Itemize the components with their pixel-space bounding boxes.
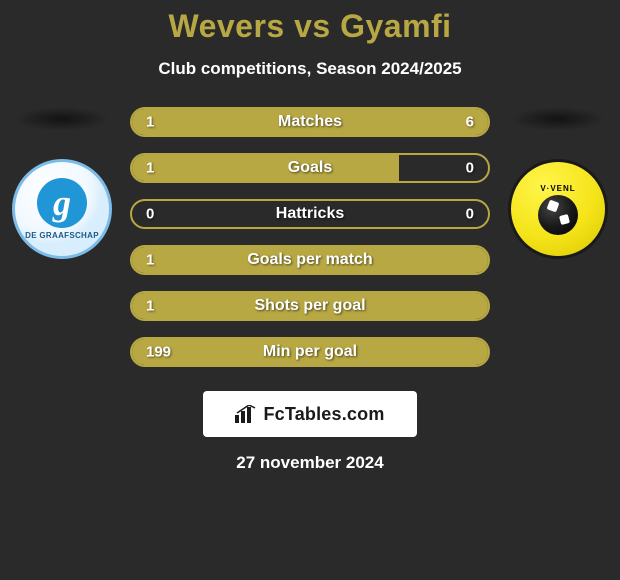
stat-bar: 1 0 Goals — [130, 153, 490, 183]
crest-shadow — [510, 107, 606, 131]
club-initial-icon: g — [37, 178, 87, 228]
comparison-bars: 1 6 Matches 1 0 Goals 0 0 Hattricks 1 Goals per ma… — [130, 107, 490, 383]
page-title: Wevers vs Gyamfi — [0, 8, 620, 45]
date-text: 27 november 2024 — [0, 453, 620, 473]
brand-badge[interactable]: FcTables.com — [203, 391, 417, 437]
stat-bar: 1 Shots per goal — [130, 291, 490, 321]
stat-bar: 1 Goals per match — [130, 245, 490, 275]
bar-value-left: 0 — [146, 206, 154, 223]
bar-fill-left — [132, 109, 182, 135]
right-club-crest: V·VENL — [508, 107, 608, 259]
bar-label: Matches — [278, 113, 342, 131]
bar-value-left: 1 — [146, 114, 154, 131]
bar-value-right: 0 — [466, 206, 474, 223]
right-club-logo: V·VENL — [508, 159, 608, 259]
main-area: g DE GRAAFSCHAP V·VENL 1 6 Matches 1 0 Goals 0… — [0, 107, 620, 383]
brand-chart-icon — [235, 405, 257, 423]
bar-label: Goals per match — [247, 251, 372, 269]
stat-bar: 1 6 Matches — [130, 107, 490, 137]
left-club-crest: g DE GRAAFSCHAP — [12, 107, 112, 259]
subtitle: Club competitions, Season 2024/2025 — [0, 59, 620, 79]
bar-value-right: 0 — [466, 160, 474, 177]
bar-value-left: 1 — [146, 160, 154, 177]
bar-label: Goals — [288, 159, 332, 177]
bar-value-right: 6 — [466, 114, 474, 131]
brand-text: FcTables.com — [263, 404, 384, 425]
bar-value-left: 199 — [146, 344, 171, 361]
crest-shadow — [14, 107, 110, 131]
bar-label: Hattricks — [276, 205, 344, 223]
left-club-label: DE GRAAFSCHAP — [25, 231, 99, 240]
left-club-logo: g DE GRAAFSCHAP — [12, 159, 112, 259]
stat-bar: 199 Min per goal — [130, 337, 490, 367]
bar-label: Shots per goal — [254, 297, 365, 315]
bar-value-left: 1 — [146, 252, 154, 269]
bar-fill-left — [132, 155, 399, 181]
ball-icon — [538, 195, 578, 235]
bar-label: Min per goal — [263, 343, 357, 361]
right-club-label: V·VENL — [540, 184, 575, 193]
bar-value-left: 1 — [146, 298, 154, 315]
stat-bar: 0 0 Hattricks — [130, 199, 490, 229]
comparison-card: Wevers vs Gyamfi Club competitions, Seas… — [0, 0, 620, 580]
